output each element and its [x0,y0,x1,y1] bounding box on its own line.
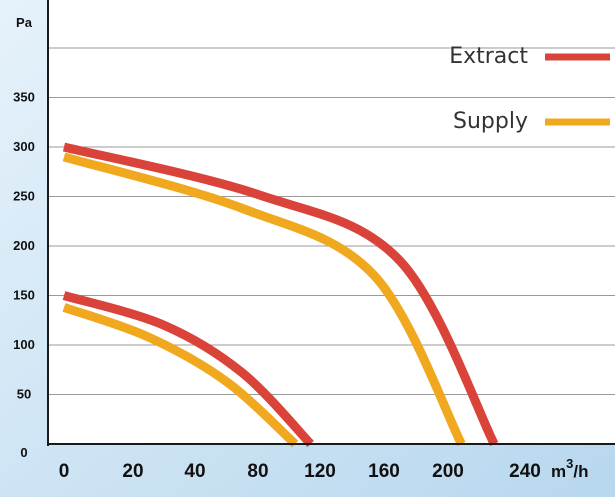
y-tick-label: 0 [20,445,27,460]
legend-label: Extract [449,44,528,69]
x-tick-label: 240 [509,461,541,482]
series-line-supply [62,303,299,448]
y-tick-label: 100 [13,337,35,352]
x-tick-label: 120 [304,461,336,482]
series-line-supply [62,152,466,447]
x-tick-labels: 0 20 40 80 120 160 200 240 [59,461,541,482]
x-tick-label: 200 [432,461,464,482]
y-tick-label: 250 [13,189,35,204]
x-tick-label: 160 [368,461,400,482]
x-axis-unit-label: m3/h [551,456,588,481]
y-tick-label: 200 [13,238,35,253]
x-tick-label: 80 [247,461,268,482]
x-tick-label: 40 [184,461,205,482]
y-tick-labels: 0 50 100 150 200 250 300 350 [13,90,35,461]
y-tick-label: 300 [13,139,35,154]
y-tick-label: 150 [13,288,35,303]
series-line-extract [62,142,499,447]
series-line-extract [62,291,314,448]
curves [62,142,499,448]
x-tick-label: 20 [122,461,143,482]
y-tick-label: 350 [13,90,35,105]
legend: Extract Supply [449,44,610,134]
y-tick-label: 50 [17,387,31,402]
grid [48,47,615,395]
legend-label: Supply [453,109,528,134]
y-axis-label: Pa [16,15,33,30]
x-tick-label: 0 [59,461,70,482]
